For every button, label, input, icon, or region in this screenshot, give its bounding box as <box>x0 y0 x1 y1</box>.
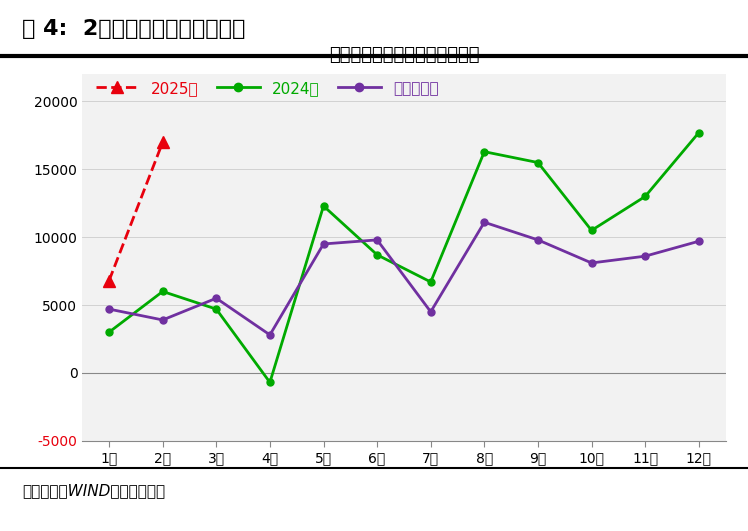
2024年 <box>640 193 649 200</box>
近五年均值 <box>158 317 167 323</box>
Line: 近五年均值: 近五年均值 <box>105 219 702 338</box>
近五年均值 <box>640 253 649 259</box>
2024年 <box>212 306 221 312</box>
2024年 <box>533 159 542 166</box>
2024年 <box>319 203 328 209</box>
2024年 <box>373 252 381 258</box>
近五年均值 <box>105 306 114 312</box>
Text: 图 4:  2月政府债券同比大幅多增: 图 4: 2月政府债券同比大幅多增 <box>22 19 246 39</box>
2024年 <box>105 329 114 336</box>
近五年均值 <box>373 237 381 243</box>
2024年 <box>479 149 488 155</box>
Title: 当月新增政府债券规模（亿元）: 当月新增政府债券规模（亿元） <box>328 46 479 64</box>
近五年均值 <box>587 260 596 266</box>
近五年均值 <box>694 238 703 244</box>
近五年均值 <box>479 219 488 226</box>
近五年均值 <box>533 237 542 243</box>
Line: 2024年: 2024年 <box>105 129 702 386</box>
2024年 <box>694 130 703 136</box>
Legend: 2025年, 2024年, 近五年均值: 2025年, 2024年, 近五年均值 <box>90 75 444 102</box>
2024年 <box>266 379 275 386</box>
近五年均值 <box>426 309 435 315</box>
2024年 <box>158 288 167 295</box>
2024年 <box>587 227 596 234</box>
近五年均值 <box>266 332 275 338</box>
2024年 <box>426 279 435 285</box>
近五年均值 <box>212 295 221 302</box>
Text: 资料来源：WIND，财信研究院: 资料来源：WIND，财信研究院 <box>22 483 165 498</box>
近五年均值 <box>319 241 328 247</box>
